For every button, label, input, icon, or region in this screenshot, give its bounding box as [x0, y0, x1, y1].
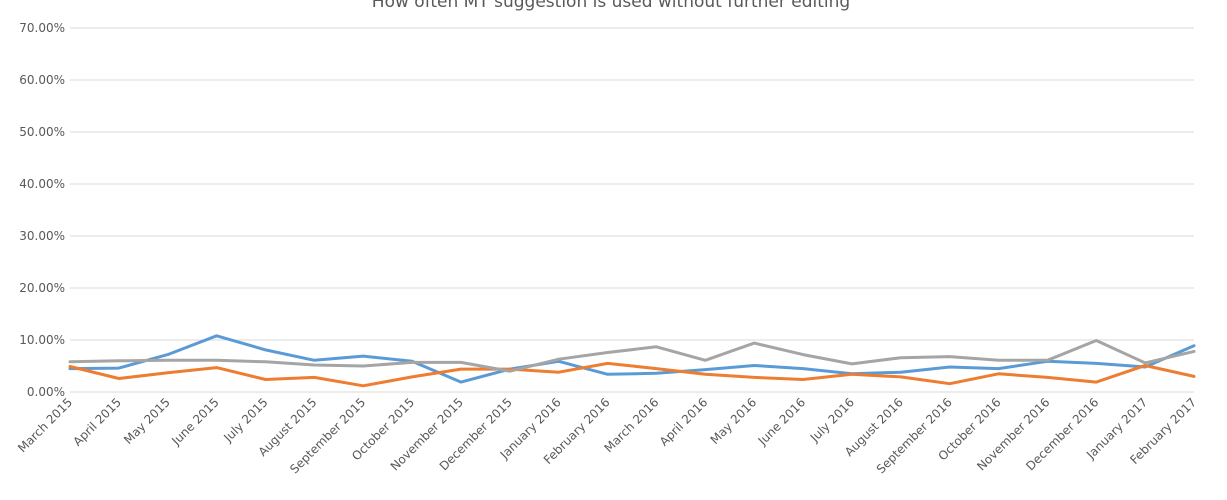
- chart-title: How often MT suggestion is used without …: [372, 0, 850, 12]
- y-tick-label: 60.00%: [19, 73, 65, 87]
- x-tick-label: June 2016: [755, 395, 808, 448]
- series-lines: [68, 334, 1196, 388]
- y-axis-tick-labels: 0.00% 10.00% 20.00% 30.00% 40.00% 50.00% 60.00…: [19, 21, 65, 399]
- x-tick-label: June 2015: [168, 395, 221, 448]
- grid-lines: [70, 27, 1194, 393]
- y-tick-label: 30.00%: [19, 229, 65, 243]
- y-tick-label: 50.00%: [19, 125, 65, 139]
- x-tick-label: March 2015: [15, 395, 75, 455]
- x-tick-label: July 2015: [220, 395, 270, 445]
- y-tick-label: 20.00%: [19, 281, 65, 295]
- series-line-3: [68, 339, 1196, 373]
- series-line-1: [68, 334, 1196, 384]
- y-tick-label: 10.00%: [19, 333, 65, 347]
- y-tick-label: 70.00%: [19, 21, 65, 35]
- y-tick-label: 0.00%: [27, 385, 65, 399]
- y-tick-label: 40.00%: [19, 177, 65, 191]
- x-tick-label: July 2016: [807, 395, 857, 445]
- series-line-2: [68, 361, 1196, 388]
- x-tick-label: April 2016: [657, 395, 711, 449]
- x-tick-label: April 2015: [70, 395, 124, 449]
- x-tick-label: May 2015: [121, 395, 173, 447]
- x-tick-label: May 2016: [708, 395, 760, 447]
